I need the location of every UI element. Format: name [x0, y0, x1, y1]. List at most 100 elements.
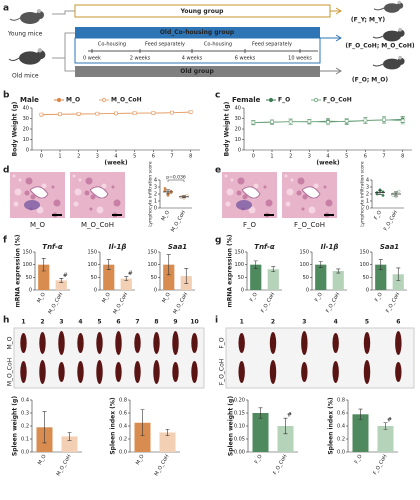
y-tick-label: 0.2: [21, 424, 29, 430]
error-bar: [184, 268, 189, 284]
timepoint-label: 6 weeks: [235, 56, 256, 62]
legend-label: F_O: [278, 97, 290, 104]
error-bar: [394, 191, 398, 197]
x-tick-label: 0: [40, 154, 43, 160]
y-tick-label: 150: [87, 250, 97, 256]
outcome-label: (F_O_CoH; M_O_CoH): [345, 43, 415, 50]
tissue-texture: [313, 183, 319, 189]
legend-marker: [268, 97, 274, 103]
bar: [250, 264, 262, 290]
x-tick-label: F_O_CoH: [325, 292, 341, 314]
bar: [277, 426, 294, 452]
spleen-number: 6: [396, 319, 400, 326]
y-tick-label: 0.8: [337, 398, 345, 404]
x-tick-label: F_O: [373, 210, 383, 221]
micrograph-label: M_O_CoH: [81, 221, 114, 229]
panel-label: e: [215, 166, 221, 176]
chart-title: Tnf-α: [254, 243, 275, 251]
tissue-texture: [72, 174, 76, 178]
y-axis-label: Spleen index (%): [110, 397, 117, 455]
y-tick-label: 4: [366, 178, 369, 184]
scale-bar: [264, 214, 274, 216]
mouse-icon: [398, 55, 402, 60]
error-bar: [378, 190, 382, 195]
y-tick-label: 2: [366, 192, 369, 198]
infiltrate: [24, 200, 40, 210]
tissue-texture: [296, 190, 302, 196]
bar: [332, 271, 344, 290]
y-tick-label: 10: [235, 137, 241, 143]
dot: [381, 193, 385, 197]
dot: [397, 189, 401, 193]
x-tick-label: 5: [345, 154, 348, 160]
x-axis-label: (week): [316, 160, 339, 167]
mouse-icon: [37, 48, 43, 53]
point: [344, 119, 349, 123]
tissue-texture: [41, 183, 47, 189]
scale-bar: [324, 214, 334, 216]
tissue-texture: [248, 206, 256, 214]
y-tick-label: 40: [23, 106, 29, 112]
bar: [120, 278, 132, 290]
panel-label: d: [3, 166, 9, 176]
spleen: [134, 361, 141, 383]
vessel: [301, 186, 321, 199]
mouse-icon: [37, 9, 41, 13]
spleen: [269, 360, 277, 384]
spleen: [269, 332, 277, 354]
spleen: [332, 333, 339, 353]
micrograph-label: M_O: [30, 221, 46, 229]
legend-marker: [313, 97, 319, 103]
spleen-number: 6: [116, 319, 120, 326]
spleen: [153, 332, 160, 354]
tissue-texture: [242, 194, 248, 200]
y-tick-label: 150: [299, 250, 309, 256]
tissue-texture: [226, 188, 234, 196]
spleen: [191, 361, 198, 383]
y-tick-label: 100: [22, 262, 32, 268]
spleen-number: 8: [154, 319, 158, 326]
spleen: [172, 362, 179, 382]
tissue-texture: [13, 201, 19, 207]
y-tick-label: 4: [154, 178, 157, 184]
timepoint-label: 4 weeks: [182, 56, 203, 62]
point: [170, 110, 174, 115]
micrograph-label: F_O_CoH: [294, 221, 325, 229]
y-tick-label: 0.2: [337, 437, 345, 443]
error-bar: [41, 258, 46, 272]
y-tick-label: 50: [303, 275, 309, 281]
y-tick-label: 20: [23, 127, 29, 133]
y-tick-label: 2: [154, 192, 157, 198]
phase-label: Feed separately: [145, 42, 185, 48]
bar: [375, 264, 387, 290]
y-tick-label: 100: [359, 262, 369, 268]
tissue-texture: [237, 177, 245, 185]
spleen: [191, 333, 198, 353]
chart-title: Male: [20, 96, 39, 104]
bar: [38, 264, 50, 290]
error-bar: [166, 254, 171, 276]
spleen-number: 3: [302, 319, 306, 326]
x-tick-label: 8: [189, 154, 192, 160]
y-tick-label: 0: [29, 288, 32, 294]
tissue-texture: [85, 177, 93, 185]
tissue-texture: [297, 177, 305, 185]
tissue-texture: [18, 178, 22, 182]
mouse-label: Old mice: [12, 73, 39, 80]
chart-title: Female: [232, 96, 261, 104]
point: [307, 119, 312, 124]
y-tick-label: 0: [154, 288, 157, 294]
x-tick-label: 3: [96, 154, 99, 160]
row-label: M_O: [7, 336, 14, 349]
error-bar: [166, 189, 170, 195]
tissue-texture: [284, 174, 288, 178]
point: [382, 117, 386, 122]
y-axis-label: Body Weight (g): [224, 101, 231, 156]
tissue-texture: [24, 190, 30, 196]
y-tick-label: 0.00: [234, 450, 245, 456]
spleen: [301, 362, 308, 382]
y-tick-label: 50: [238, 275, 244, 281]
x-tick-label: M_O_CoH: [172, 292, 189, 316]
bar: [163, 264, 175, 290]
